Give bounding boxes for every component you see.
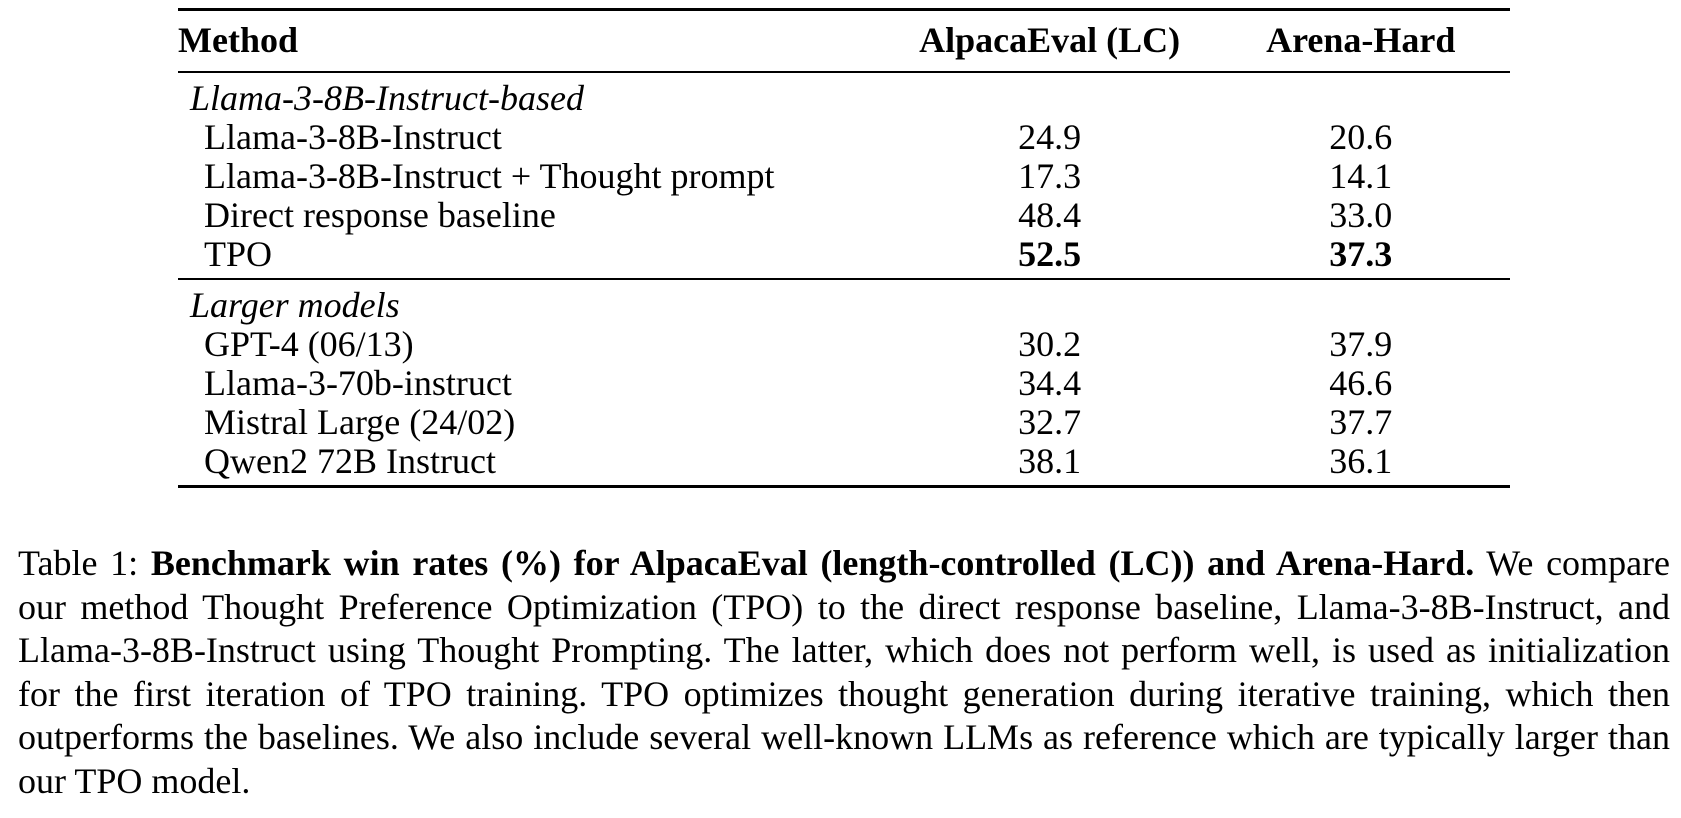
alpacaeval-cell: 48.4	[1018, 195, 1082, 235]
table-body: Llama-3-8B-Instruct-based Llama-3-8B-Inst…	[178, 72, 1510, 488]
alpacaeval-cell: 17.3	[1018, 156, 1082, 196]
header-method: Method	[178, 8, 888, 73]
header-alpacaeval: AlpacaEval (LC)	[887, 8, 1212, 73]
table-caption: Table 1: Benchmark win rates (%) for Alp…	[18, 542, 1670, 803]
caption-label: Table 1:	[18, 543, 139, 583]
table-header-row: Method AlpacaEval (LC) Arena-Hard	[178, 8, 1510, 73]
results-table: Method AlpacaEval (LC) Arena-Hard Llama-…	[178, 8, 1510, 488]
method-cell: Llama-3-8B-Instruct + Thought prompt	[204, 156, 775, 196]
method-cell: GPT-4 (06/13)	[204, 324, 414, 364]
caption-body: We compare our method Thought Preference…	[18, 543, 1671, 801]
alpacaeval-cell: 34.4	[1018, 363, 1082, 403]
arena-hard-cell: 46.6	[1329, 363, 1393, 403]
table-row: Llama-3-70b-instruct 34.4 46.6	[178, 364, 1510, 403]
caption-title: Benchmark win rates (%) for AlpacaEval (…	[150, 543, 1475, 583]
group-label: Larger models	[190, 285, 400, 325]
table-row: GPT-4 (06/13) 30.2 37.9	[178, 325, 1510, 364]
alpacaeval-cell: 38.1	[887, 442, 1212, 488]
group-header-row: Larger models	[178, 279, 1510, 325]
method-cell: Direct response baseline	[204, 195, 556, 235]
arena-hard-cell: 37.9	[1329, 324, 1393, 364]
method-cell: Qwen2 72B Instruct	[178, 442, 888, 488]
alpacaeval-cell: 52.5	[887, 235, 1212, 280]
method-cell: Llama-3-70b-instruct	[204, 363, 512, 403]
results-table-container: Method AlpacaEval (LC) Arena-Hard Llama-…	[178, 8, 1510, 488]
table-row: TPO 52.5 37.3	[178, 235, 1510, 280]
header-arena-hard: Arena-Hard	[1211, 8, 1510, 73]
arena-hard-cell: 36.1	[1211, 442, 1510, 488]
arena-hard-cell: 14.1	[1329, 156, 1393, 196]
method-cell: Llama-3-8B-Instruct	[204, 117, 502, 157]
alpacaeval-cell: 30.2	[1018, 324, 1082, 364]
arena-hard-cell: 37.7	[1329, 402, 1393, 442]
method-cell: TPO	[178, 235, 888, 280]
table-row: Mistral Large (24/02) 32.7 37.7	[178, 403, 1510, 442]
method-cell: Mistral Large (24/02)	[204, 402, 516, 442]
alpacaeval-cell: 24.9	[1018, 117, 1082, 157]
table-row: Direct response baseline 48.4 33.0	[178, 196, 1510, 235]
group-header-row: Llama-3-8B-Instruct-based	[178, 72, 1510, 118]
arena-hard-cell: 33.0	[1329, 195, 1393, 235]
table-row: Llama-3-8B-Instruct + Thought prompt 17.3…	[178, 157, 1510, 196]
table-row: Llama-3-8B-Instruct 24.9 20.6	[178, 118, 1510, 157]
table-row: Qwen2 72B Instruct 38.1 36.1	[178, 442, 1510, 488]
group-label: Llama-3-8B-Instruct-based	[190, 78, 584, 118]
alpacaeval-cell: 32.7	[1018, 402, 1082, 442]
arena-hard-cell: 20.6	[1329, 117, 1393, 157]
arena-hard-cell: 37.3	[1211, 235, 1510, 280]
